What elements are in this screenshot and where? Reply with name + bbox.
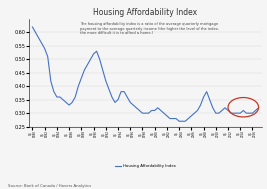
Line: Housing Affordability Index: Housing Affordability Index [32, 27, 259, 121]
Title: Housing Affordability Index: Housing Affordability Index [93, 8, 198, 17]
Housing Affordability Index [214, 112, 217, 114]
Housing Affordability Index [211, 107, 214, 109]
Housing Affordability Index [178, 120, 181, 122]
Housing Affordability Index [49, 80, 52, 82]
Housing Affordability Index [235, 112, 239, 114]
Housing Affordability Index [31, 26, 34, 28]
Housing Affordability Index [205, 91, 208, 93]
Legend: Housing Affordability Index: Housing Affordability Index [114, 163, 177, 170]
Text: Source: Bank of Canada / Havers Analytics: Source: Bank of Canada / Havers Analytic… [8, 184, 91, 188]
Housing Affordability Index [220, 109, 223, 112]
Text: The housing affordability index is a ratio of the average quarterly mortgage
pay: The housing affordability index is a rat… [80, 22, 219, 35]
Housing Affordability Index [257, 107, 260, 109]
